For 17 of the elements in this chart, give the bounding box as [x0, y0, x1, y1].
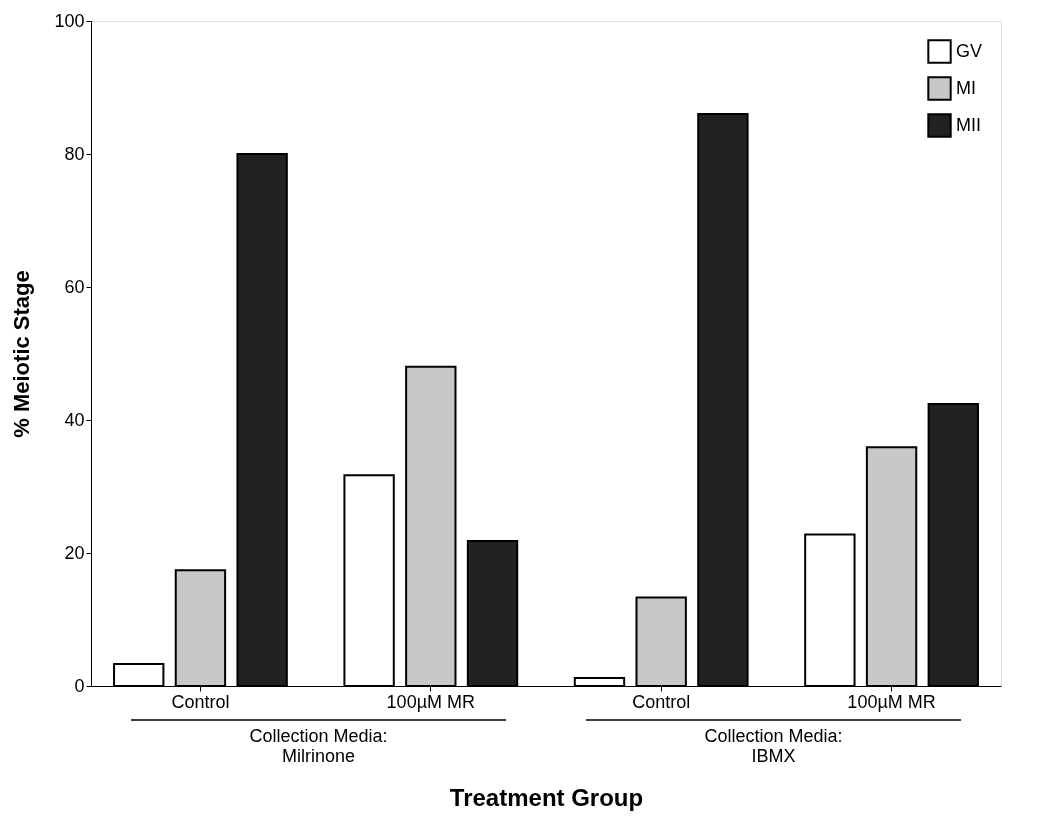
- x-tick-label: Control: [632, 691, 691, 712]
- legend-label: MI: [956, 77, 976, 98]
- x-tick-label: 100µM MR: [386, 691, 476, 712]
- x-tick-label: Control: [171, 691, 230, 712]
- y-tick-label: 100: [54, 10, 85, 31]
- y-tick-label: 60: [64, 276, 85, 297]
- y-tick-label: 80: [64, 143, 85, 164]
- text: Collection Media: IBMX: [704, 726, 843, 766]
- y-tick-label: 40: [64, 409, 85, 430]
- legend-label: GV: [956, 40, 983, 61]
- y-tick-label: 20: [64, 542, 85, 563]
- text: Collection Media: Milrinone: [249, 726, 388, 766]
- x-tick-label: 100µM MR: [847, 691, 936, 712]
- legend-label: MII: [956, 114, 981, 135]
- x-axis-title: Treatment Group: [449, 783, 644, 811]
- y-axis-title: % Meiotic Stage: [9, 270, 35, 438]
- y-tick-label: 0: [74, 675, 85, 696]
